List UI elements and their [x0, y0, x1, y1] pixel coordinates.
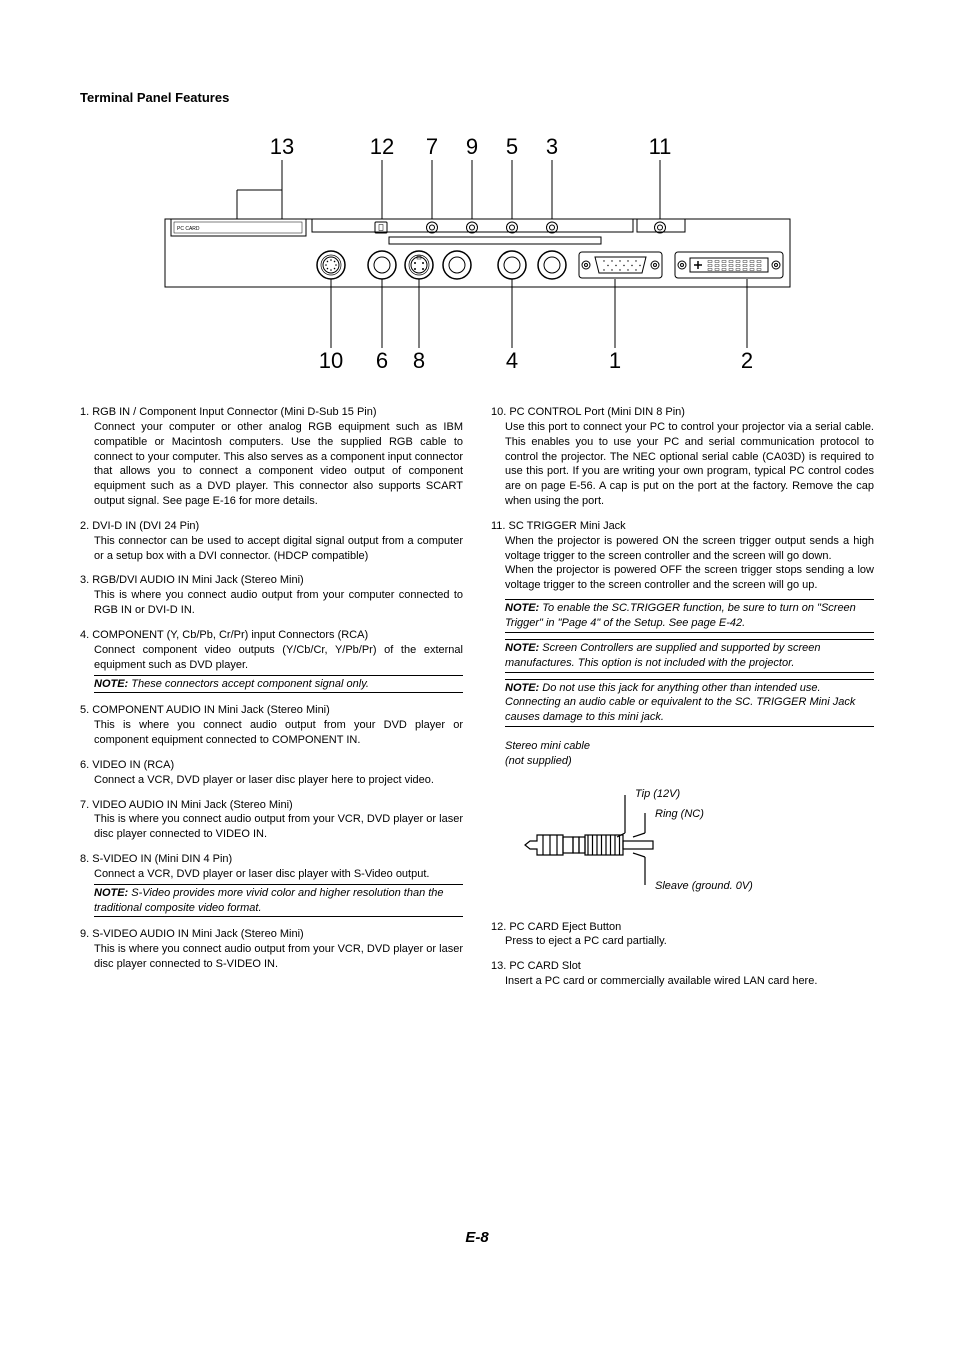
note: NOTE: S-Video provides more vivid color … [94, 884, 463, 918]
item-title: 3. RGB/DVI AUDIO IN Mini Jack (Stereo Mi… [80, 573, 463, 588]
feature-item: 4. COMPONENT (Y, Cb/Pb, Cr/Pr) input Con… [80, 628, 463, 693]
jack-caption: Stereo mini cable(not supplied) [505, 739, 874, 769]
feature-item: 12. PC CARD Eject ButtonPress to eject a… [491, 920, 874, 950]
svg-text:PC CARD: PC CARD [177, 226, 200, 232]
svg-text:10: 10 [319, 348, 343, 370]
item-body: Connect a VCR, DVD player or laser disc … [80, 867, 463, 882]
item-title: 13. PC CARD Slot [491, 959, 874, 974]
feature-item: 7. VIDEO AUDIO IN Mini Jack (Stereo Mini… [80, 798, 463, 843]
item-title: 5. COMPONENT AUDIO IN Mini Jack (Stereo … [80, 703, 463, 718]
note: NOTE: These connectors accept component … [94, 675, 463, 694]
svg-text:12: 12 [370, 134, 394, 159]
feature-item: 10. PC CONTROL Port (Mini DIN 8 Pin)Use … [491, 405, 874, 509]
svg-text:Tip (12V): Tip (12V) [635, 788, 680, 800]
note: NOTE: Do not use this jack for anything … [505, 679, 874, 728]
svg-text:1: 1 [609, 348, 621, 370]
feature-item: 5. COMPONENT AUDIO IN Mini Jack (Stereo … [80, 703, 463, 748]
feature-item: 13. PC CARD SlotInsert a PC card or comm… [491, 959, 874, 989]
item-body: This is where you connect audio output f… [80, 718, 463, 748]
svg-text:Sleave (ground. 0V): Sleave (ground. 0V) [655, 880, 753, 892]
item-body: Connect a VCR, DVD player or laser disc … [80, 773, 463, 788]
note: NOTE: Screen Controllers are supplied an… [505, 639, 874, 673]
item-body: Press to eject a PC card partially. [491, 934, 874, 949]
item-body: When the projector is powered ON the scr… [491, 534, 874, 564]
item-title: 10. PC CONTROL Port (Mini DIN 8 Pin) [491, 405, 874, 420]
item-body: Connect your computer or other analog RG… [80, 420, 463, 509]
svg-text:8: 8 [413, 348, 425, 370]
svg-text:Ring (NC): Ring (NC) [655, 808, 704, 820]
item-title: 11. SC TRIGGER Mini Jack [491, 519, 874, 534]
item-title: 1. RGB IN / Component Input Connector (M… [80, 405, 463, 420]
right-column: 10. PC CONTROL Port (Mini DIN 8 Pin)Use … [491, 405, 874, 999]
svg-text:4: 4 [506, 348, 518, 370]
terminal-panel-diagram: PC CARD13127953111068412 [80, 130, 874, 375]
left-column: 1. RGB IN / Component Input Connector (M… [80, 405, 463, 999]
svg-text:7: 7 [426, 134, 438, 159]
item-body: Use this port to connect your PC to cont… [491, 420, 874, 509]
item-body: This connector can be used to accept dig… [80, 534, 463, 564]
section-heading: Terminal Panel Features [80, 90, 874, 105]
feature-item: 9. S-VIDEO AUDIO IN Mini Jack (Stereo Mi… [80, 927, 463, 972]
svg-text:13: 13 [270, 134, 294, 159]
svg-text:2: 2 [741, 348, 753, 370]
item-title: 4. COMPONENT (Y, Cb/Pb, Cr/Pr) input Con… [80, 628, 463, 643]
item-title: 7. VIDEO AUDIO IN Mini Jack (Stereo Mini… [80, 798, 463, 813]
item-body: This is where you connect audio output f… [80, 588, 463, 618]
svg-text:5: 5 [506, 134, 518, 159]
item-body: Insert a PC card or commercially availab… [491, 974, 874, 989]
feature-item: 6. VIDEO IN (RCA)Connect a VCR, DVD play… [80, 758, 463, 788]
svg-text:9: 9 [466, 134, 478, 159]
item-body: When the projector is powered OFF the sc… [491, 563, 874, 593]
feature-item: 1. RGB IN / Component Input Connector (M… [80, 405, 463, 509]
feature-item: 11. SC TRIGGER Mini JackWhen the project… [491, 519, 874, 910]
item-title: 12. PC CARD Eject Button [491, 920, 874, 935]
feature-item: 3. RGB/DVI AUDIO IN Mini Jack (Stereo Mi… [80, 573, 463, 618]
item-body: This is where you connect audio output f… [80, 942, 463, 972]
item-body: This is where you connect audio output f… [80, 812, 463, 842]
svg-text:11: 11 [649, 134, 672, 159]
item-title: 8. S-VIDEO IN (Mini DIN 4 Pin) [80, 852, 463, 867]
item-title: 6. VIDEO IN (RCA) [80, 758, 463, 773]
item-title: 9. S-VIDEO AUDIO IN Mini Jack (Stereo Mi… [80, 927, 463, 942]
item-title: 2. DVI-D IN (DVI 24 Pin) [80, 519, 463, 534]
page-number: E-8 [80, 1229, 874, 1246]
content-columns: 1. RGB IN / Component Input Connector (M… [80, 405, 874, 999]
feature-item: 2. DVI-D IN (DVI 24 Pin)This connector c… [80, 519, 463, 564]
mini-jack-diagram: Tip (12V) Ring (NC) Sleave (ground. 0V) [505, 775, 874, 910]
svg-text:6: 6 [376, 348, 388, 370]
feature-item: 8. S-VIDEO IN (Mini DIN 4 Pin)Connect a … [80, 852, 463, 917]
svg-text:3: 3 [546, 134, 558, 159]
item-body: Connect component video outputs (Y/Cb/Cr… [80, 643, 463, 673]
note: NOTE: To enable the SC.TRIGGER function,… [505, 599, 874, 633]
